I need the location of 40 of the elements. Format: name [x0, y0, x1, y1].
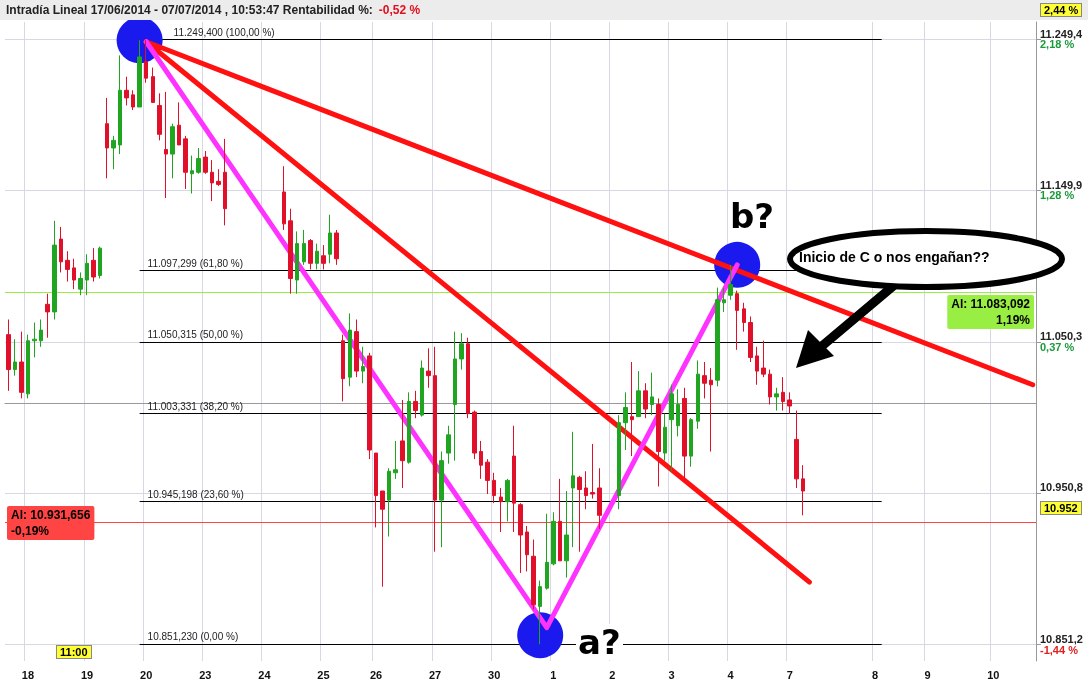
x-tick-label: 30 [488, 668, 501, 681]
annotation: 11:00 [56, 645, 92, 659]
chart-title: Intradía Lineal 17/06/2014 - 07/07/2014 , 10:53:47 Rentabilidad %: [6, 3, 373, 17]
y-tick-label: 11.249,4 [1040, 28, 1084, 41]
x-tick-label: 18 [21, 668, 35, 681]
text: 10.952 [1040, 501, 1082, 515]
ref-line-label: 11.249,400 (100,00 %) [173, 27, 275, 39]
x-tick-label: 26 [369, 668, 383, 681]
y2-tick-label: 2,18 % [1040, 38, 1075, 51]
y-tick-label: 10.950,8 [1040, 481, 1083, 494]
annotation: b? [728, 196, 777, 236]
y2-tick-label: -1,44 % [1040, 643, 1079, 656]
ref-line-label: 10.851,230 (0,00 %) [147, 631, 239, 643]
annotation: Inicio de C o nos engañan?? [799, 249, 990, 265]
x-tick-label: 25 [317, 668, 330, 681]
annotation: a? [576, 622, 623, 662]
y2-tick-label: 0,37 % [1040, 341, 1075, 353]
x-tick-label: 10 [987, 668, 1000, 681]
x-tick-label: 27 [429, 668, 442, 681]
x-tick-label: 24 [258, 668, 272, 681]
x-tick-label: 7 [786, 668, 793, 681]
chart-subtitle: -0,52 % [378, 3, 421, 17]
ref-line-label: 10.945,198 (23,60 %) [147, 488, 244, 500]
x-tick-label: 20 [140, 668, 153, 681]
ref-line-label: 11.097,299 (61,80 %) [147, 257, 244, 269]
y-tick-label: 10.851,2 [1040, 632, 1083, 645]
x-tick-label: 23 [199, 668, 212, 681]
text: 2,44 % [1040, 3, 1083, 17]
x-tick-label: 1 [550, 668, 557, 681]
x-tick-label: 9 [924, 668, 931, 681]
ref-line-label: Al: 11.083,092 1,19% [951, 297, 1031, 328]
x-tick-label: 8 [872, 668, 879, 681]
x-tick-label: 4 [727, 668, 735, 681]
x-tick-label: 19 [80, 668, 94, 681]
ref-line-label: 11.050,315 (50,00 %) [147, 329, 244, 341]
x-tick-label: 2 [609, 668, 616, 681]
ref-line-label: 11.003,331 (38,20 %) [147, 400, 244, 412]
y-tick-label: 11.050,3 [1040, 330, 1083, 343]
ref-line-label: Al: 10.931,656 -0,19% [11, 507, 91, 538]
x-tick-label: 3 [668, 668, 675, 681]
